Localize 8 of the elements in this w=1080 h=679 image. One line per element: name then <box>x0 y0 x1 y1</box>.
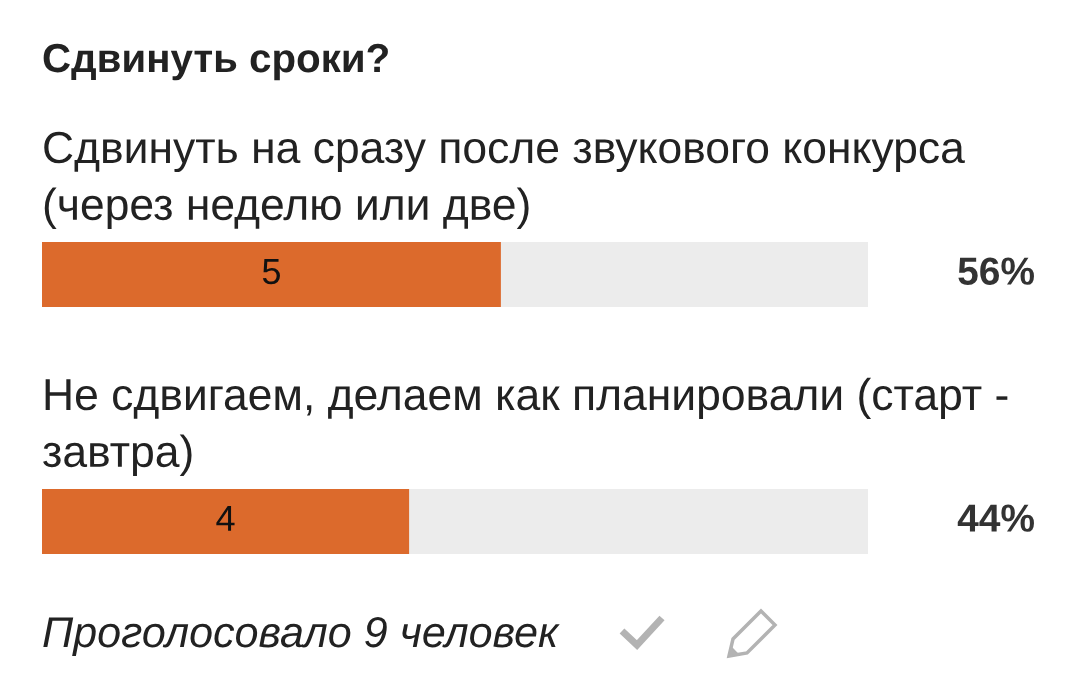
data-label: 4 <box>216 505 235 531</box>
y-tick-label: Не сдвигаем, делаем как планировали (старт - завтра) <box>43 377 1008 476</box>
chart-title: Сдвинуть сроки? <box>43 43 388 81</box>
text: 56% <box>958 257 1034 285</box>
text: Проголосовало 9 человек <box>43 616 560 656</box>
data-label: 5 <box>262 258 280 285</box>
text: 44% <box>957 504 1034 532</box>
y-tick-label: Сдвинуть на сразу после звукового конкурса (через неделю или две) <box>44 131 965 229</box>
